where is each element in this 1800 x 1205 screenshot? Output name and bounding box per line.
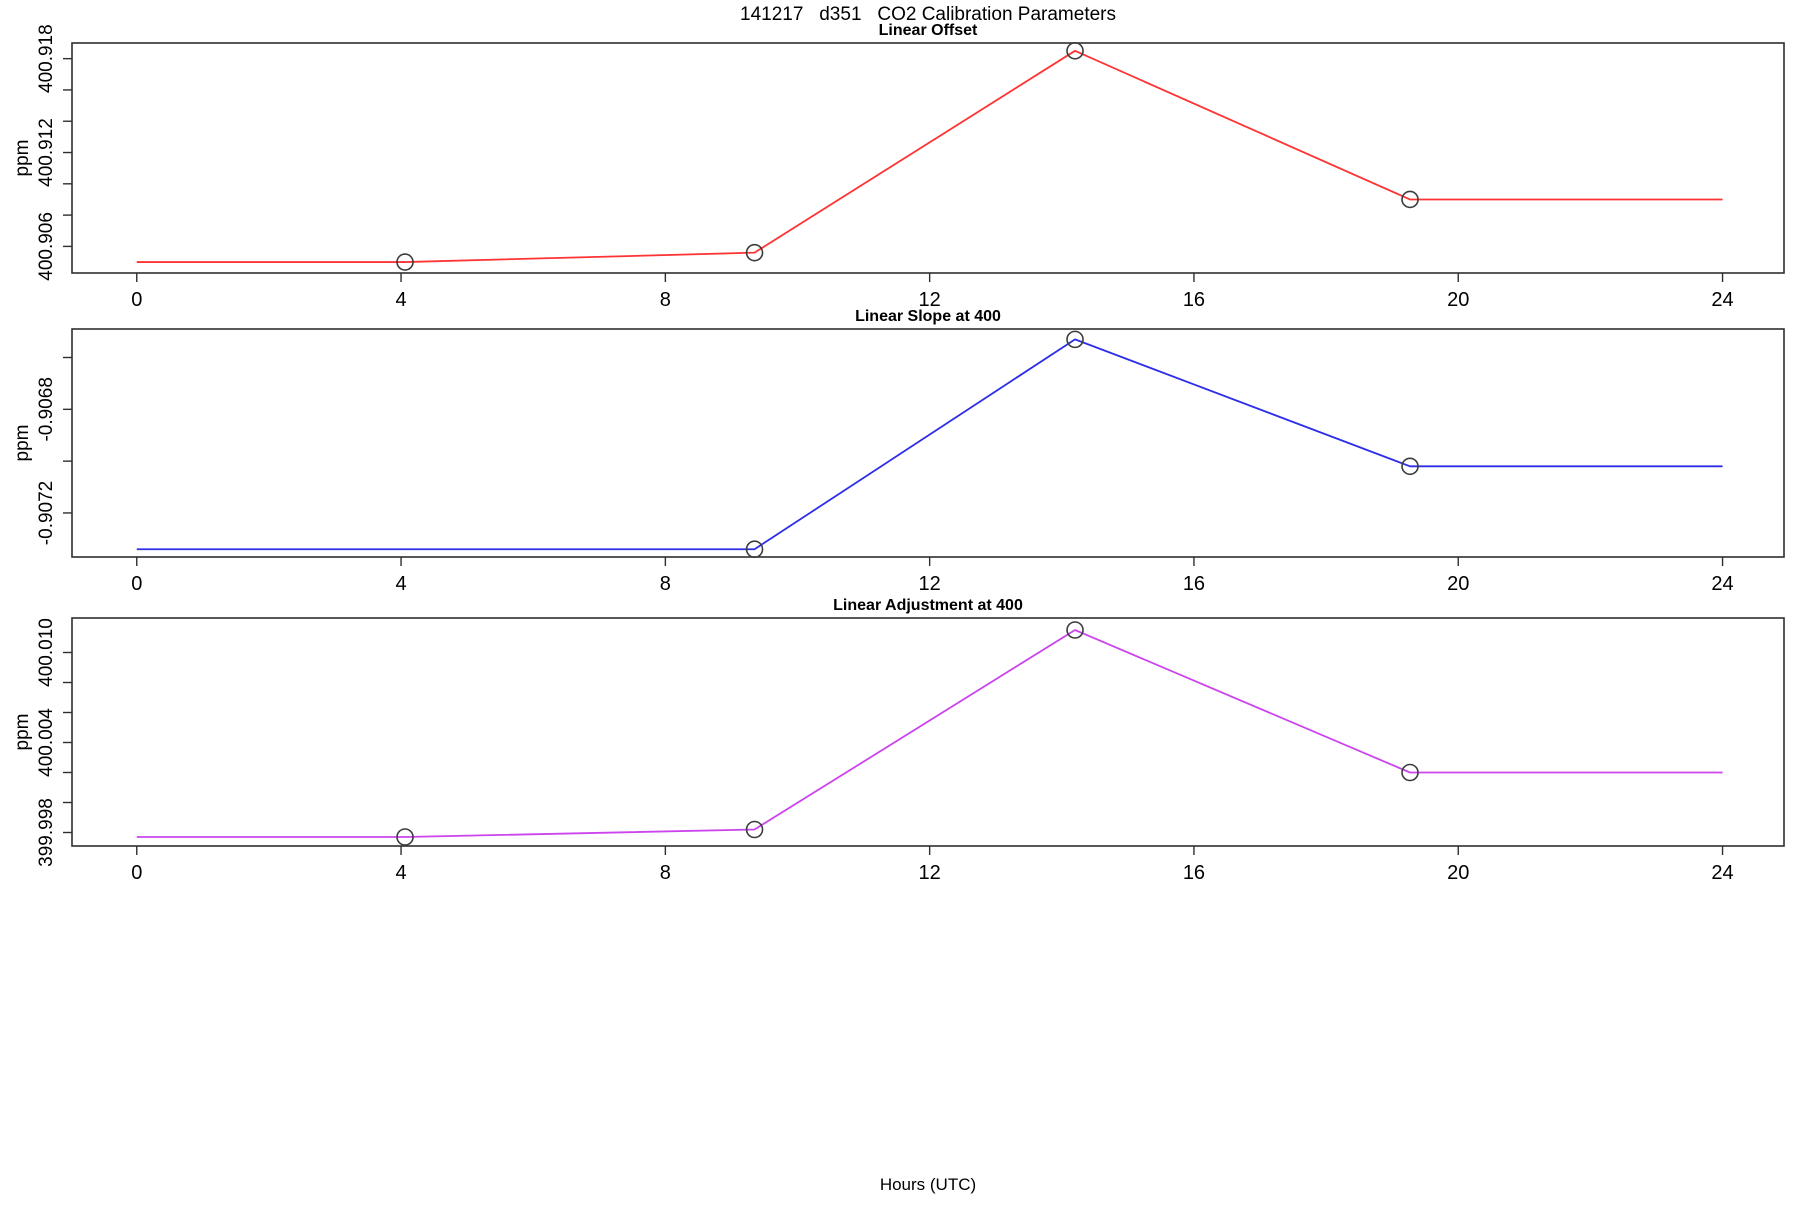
x-tick-label: 4	[395, 289, 406, 311]
x-axis-title: Hours (UTC)	[880, 1175, 976, 1194]
panel-title: Linear Offset	[879, 22, 978, 39]
y-axis-title: ppm	[12, 714, 33, 751]
panel-border	[71, 42, 1785, 274]
x-tick-label: 16	[1183, 289, 1205, 311]
x-tick-label: 12	[919, 862, 941, 884]
x-tick-label: 24	[1711, 573, 1733, 595]
x-tick-label: 4	[395, 573, 406, 595]
x-tick-label: 24	[1711, 289, 1733, 311]
x-tick-label: 8	[660, 289, 671, 311]
panel-title: Linear Slope at 400	[855, 308, 1001, 325]
x-tick-label: 16	[1183, 862, 1205, 884]
panel-border	[71, 617, 1785, 847]
panel-border	[71, 328, 1785, 558]
x-tick-label: 12	[919, 573, 941, 595]
y-axis-title: ppm	[12, 140, 33, 177]
x-tick-label: 4	[395, 862, 406, 884]
x-tick-label: 20	[1447, 289, 1469, 311]
data-point-marker	[1066, 330, 1084, 349]
data-point-marker	[396, 253, 414, 271]
y-tick-label: -0.9068	[36, 377, 57, 441]
data-point-marker	[745, 243, 764, 262]
x-tick-label: 8	[660, 862, 671, 884]
data-point-marker	[1401, 457, 1419, 476]
x-tick-label: 8	[660, 573, 671, 595]
series-line	[136, 49, 1723, 263]
x-tick-label: 0	[131, 289, 142, 311]
x-tick-label: 20	[1447, 862, 1469, 884]
data-point-marker	[745, 820, 764, 839]
series-line	[136, 629, 1723, 838]
y-tick-label: 400.010	[36, 618, 57, 687]
x-tick-label: 0	[131, 573, 142, 595]
x-tick-label: 0	[131, 862, 142, 884]
y-tick-label: 400.918	[36, 24, 57, 93]
x-tick-label: 24	[1711, 862, 1733, 884]
data-point-marker	[1401, 763, 1419, 782]
y-tick-label: -0.9072	[36, 481, 57, 545]
y-tick-label: 399.998	[36, 798, 57, 867]
data-point-marker	[1066, 42, 1084, 60]
x-tick-label: 12	[919, 289, 941, 311]
y-tick-label: 400.004	[36, 708, 57, 777]
panel-title: Linear Adjustment at 400	[833, 597, 1023, 614]
y-tick-label: 400.912	[36, 118, 57, 187]
figure-main-title: 141217 d351 CO2 Calibration Parameters	[740, 4, 1116, 25]
series-line	[136, 338, 1723, 551]
data-point-marker	[745, 540, 764, 559]
y-axis-title: ppm	[12, 425, 33, 462]
data-point-marker	[1401, 190, 1419, 209]
x-tick-label: 16	[1183, 573, 1205, 595]
y-tick-label: 400.906	[36, 212, 57, 281]
data-point-marker	[396, 828, 414, 846]
data-point-marker	[1066, 621, 1084, 639]
x-tick-label: 20	[1447, 573, 1469, 595]
